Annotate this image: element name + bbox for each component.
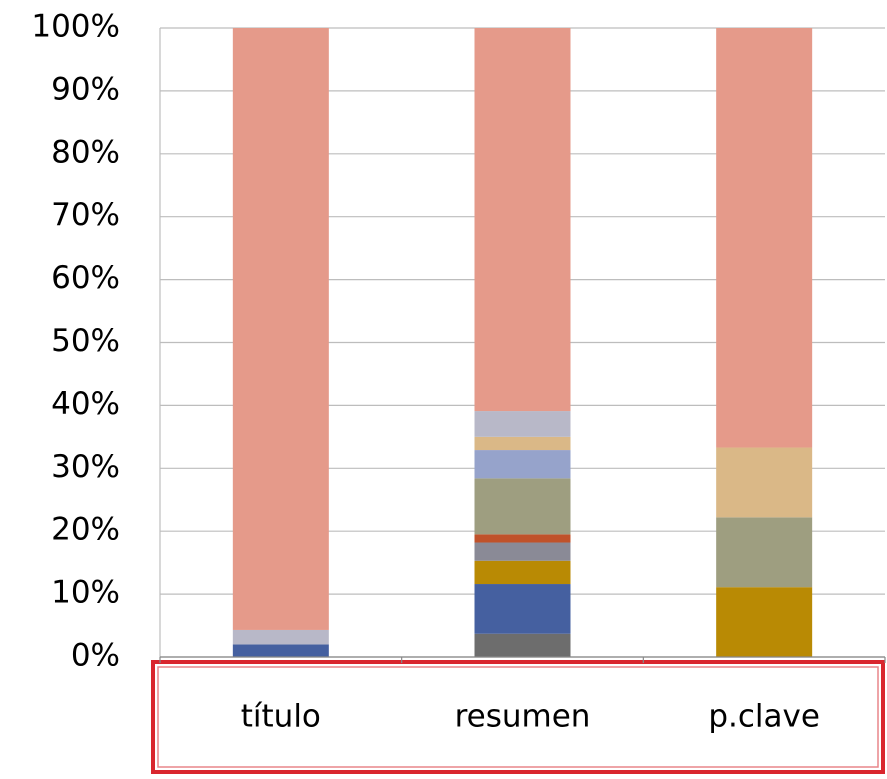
y-tick-label: 60%	[51, 260, 120, 296]
bar-segment	[716, 587, 813, 657]
y-tick-label: 20%	[51, 512, 120, 548]
y-tick-label: 90%	[51, 71, 120, 107]
y-tick-label: 80%	[51, 134, 120, 170]
y-tick-label: 40%	[51, 386, 120, 422]
bar-segment	[474, 584, 571, 634]
y-tick-label: 30%	[51, 449, 120, 485]
bar-segment	[716, 517, 813, 588]
bar-segment	[474, 28, 571, 412]
bar-segment	[232, 28, 329, 630]
y-tick-label: 0%	[71, 638, 120, 674]
bar-segment	[474, 560, 571, 585]
bar-segment	[474, 534, 571, 543]
y-tick-label: 70%	[51, 197, 120, 233]
bar-segment	[474, 436, 571, 451]
x-tick-label: título	[241, 699, 321, 735]
bar-segment	[232, 629, 329, 645]
y-tick-label: 50%	[51, 323, 120, 359]
highlight-box-inner	[157, 666, 879, 768]
x-tick-label: resumen	[455, 699, 591, 735]
highlight-box	[151, 660, 885, 774]
bar-segment	[716, 28, 813, 448]
bar-segment	[474, 478, 571, 535]
bar-segment	[232, 644, 329, 657]
bar-segment	[474, 411, 571, 437]
bar-segment	[716, 447, 813, 518]
y-tick-label: 100%	[31, 9, 120, 45]
bar-segment	[474, 633, 571, 657]
x-tick-label: p.clave	[708, 699, 820, 735]
bar-segment	[474, 542, 571, 561]
bar-segment	[474, 450, 571, 479]
y-tick-label: 10%	[51, 575, 120, 611]
